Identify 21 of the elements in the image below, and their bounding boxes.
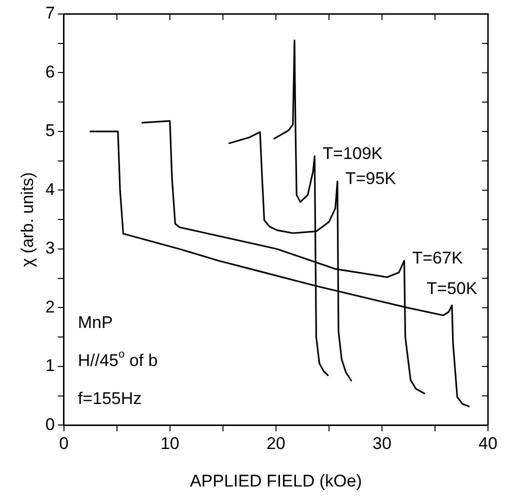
annotation: T=95K — [345, 169, 397, 188]
y-axis-title: χ (arb. units) — [18, 172, 37, 268]
x-tick-label: 40 — [478, 434, 498, 454]
y-tick-label: 1 — [45, 356, 55, 376]
annotation: T=67K — [412, 248, 464, 268]
y-tick-label: 5 — [45, 121, 55, 140]
y-tick-label: 4 — [45, 180, 55, 199]
x-tick-label: 10 — [160, 434, 180, 454]
y-tick-label: 3 — [45, 238, 55, 258]
annotation: T=109K — [322, 144, 384, 163]
y-tick-label: 7 — [45, 4, 55, 23]
annotation: MnP — [78, 312, 113, 332]
y-tick-label: 6 — [45, 62, 55, 82]
annotation: T=50K — [426, 279, 478, 298]
x-tick-label: 30 — [372, 434, 392, 454]
annotation: f=155Hz — [78, 388, 142, 408]
y-tick-label: 2 — [45, 297, 55, 316]
y-tick-label: 0 — [45, 414, 55, 434]
x-tick-label: 0 — [59, 434, 69, 454]
x-axis-title: APPLIED FIELD (kOe) — [190, 471, 362, 490]
x-tick-label: 20 — [266, 434, 286, 454]
